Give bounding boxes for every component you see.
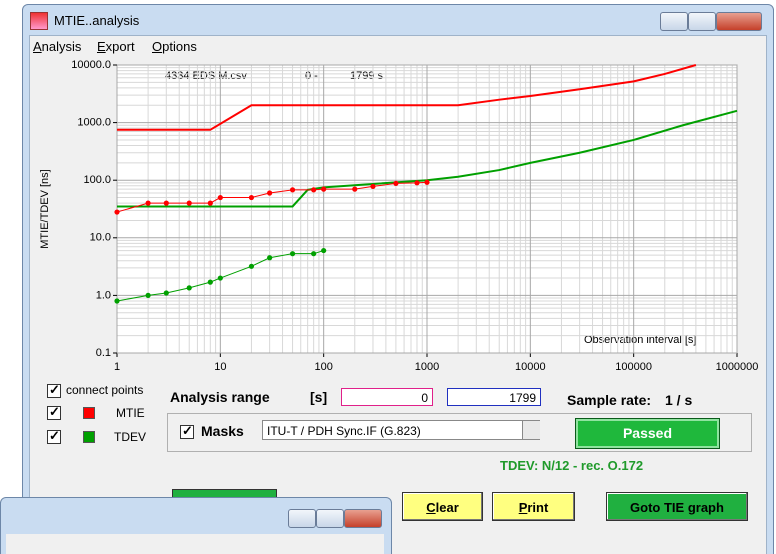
data-point <box>145 200 151 206</box>
menu-item[interactable]: Options <box>152 39 197 54</box>
app-icon <box>30 12 48 30</box>
data-point <box>145 292 151 298</box>
maximize-button[interactable] <box>688 12 716 31</box>
minimize-button[interactable] <box>660 12 688 31</box>
button[interactable]: Goto TIE graph <box>606 492 748 521</box>
data-point <box>289 187 296 193</box>
x-tick-label: 1000 <box>415 361 439 373</box>
data-point <box>289 251 296 257</box>
data-point <box>207 200 213 206</box>
data-point <box>186 200 192 206</box>
data-point <box>321 186 327 192</box>
range-to-input[interactable]: 1799 <box>447 388 541 406</box>
mask-line <box>117 109 738 208</box>
data-point <box>267 190 273 196</box>
y-tick-label: 10000.0 <box>71 59 111 71</box>
checkbox-label: connect points <box>66 383 144 397</box>
button[interactable]: Print <box>492 492 575 521</box>
close-button[interactable] <box>344 509 382 528</box>
legend-label: MTIE <box>116 406 145 420</box>
data-point <box>163 290 169 296</box>
button[interactable]: Clear <box>402 492 483 521</box>
legend-label: TDEV <box>114 430 147 444</box>
data-point <box>267 255 273 261</box>
data-point <box>163 200 169 206</box>
data-point <box>248 263 255 269</box>
data-point <box>352 186 358 192</box>
client-area <box>6 534 384 554</box>
data-point <box>321 247 327 254</box>
legend-swatch <box>83 431 95 443</box>
data-point <box>424 179 430 185</box>
y-axis-label: MTIE/TDEV [ns] <box>39 169 51 248</box>
data-point <box>114 298 120 304</box>
x-tick-label: 1000000 <box>716 361 759 373</box>
y-tick-label: 1.0 <box>96 289 111 301</box>
x-tick-label: 100 <box>314 361 332 373</box>
mask-line <box>117 64 697 131</box>
data-point <box>311 187 317 193</box>
maximize-button[interactable] <box>316 509 344 528</box>
data-point <box>186 285 192 291</box>
data-point <box>393 180 399 186</box>
checkbox[interactable] <box>47 404 61 420</box>
series-line <box>116 181 428 213</box>
checkbox[interactable] <box>47 428 61 444</box>
annotation: 1799 s <box>350 70 384 82</box>
y-tick-label: 100.0 <box>83 174 111 186</box>
y-tick-label: 0.1 <box>96 347 111 359</box>
close-button[interactable] <box>716 12 762 31</box>
note: TDEV: N/12 - rec. O.172 <box>500 458 644 473</box>
x-tick-label: 10000 <box>515 361 546 373</box>
checkbox[interactable] <box>180 423 194 439</box>
x-tick-label: 1 <box>114 361 120 373</box>
data-point <box>248 194 255 201</box>
data-point <box>217 275 223 281</box>
label: Masks <box>201 423 244 439</box>
label: Sample rate: <box>567 392 652 408</box>
status: Passed <box>575 418 720 449</box>
data-point <box>370 183 376 190</box>
range-from-input[interactable]: 0 <box>341 388 433 406</box>
data-point <box>114 209 120 215</box>
mask-select[interactable]: ITU-T / PDH Sync.IF (G.823) <box>262 420 540 440</box>
menu-item[interactable]: Analysis <box>33 39 82 54</box>
window-title: MTIE..analysis <box>54 13 140 28</box>
data-point <box>414 180 420 186</box>
x-tick-label: 100000 <box>615 361 652 373</box>
y-tick-label: 1000.0 <box>77 117 111 129</box>
x-axis-label: Observation interval [s] <box>584 334 697 346</box>
y-tick-label: 10.0 <box>90 232 111 244</box>
annotation: 0 - <box>305 70 318 82</box>
select-arrow[interactable] <box>522 421 540 439</box>
data-point <box>207 279 213 285</box>
minimize-button[interactable] <box>288 509 316 528</box>
data-point <box>311 251 317 257</box>
menu-item[interactable]: Export <box>97 39 135 54</box>
group-box <box>167 413 752 452</box>
label: [s] <box>310 389 328 405</box>
data-point <box>217 194 223 201</box>
checkbox[interactable] <box>47 382 61 398</box>
legend-swatch <box>83 407 95 419</box>
annotation: 4334 EDS M.csv <box>165 70 247 82</box>
label: Analysis range <box>170 389 270 405</box>
sample-rate: 1 / s <box>665 392 693 408</box>
x-tick-label: 10 <box>214 361 226 373</box>
